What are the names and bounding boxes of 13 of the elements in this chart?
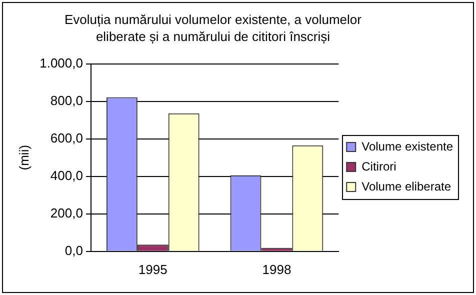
x-tick-label: 1995 — [138, 262, 168, 277]
y-tick-label: 1.000,0 — [40, 55, 83, 70]
y-axis-title: (mii) — [16, 144, 32, 170]
y-tick-label: 800,0 — [50, 92, 83, 108]
y-tick-label: 200,0 — [50, 205, 83, 220]
legend-label: Citirori — [362, 159, 396, 174]
legend-label: Volume eliberate — [362, 179, 452, 194]
legend-label: Volume existente — [362, 139, 454, 154]
x-tick-label: 1998 — [262, 262, 292, 277]
chart-title: Evoluția numărului volumelor existente, a volumelor eliberate și a numărului de cititori înscriși — [64, 11, 362, 45]
y-tick-label: 600,0 — [50, 130, 83, 146]
y-tick-label: 400,0 — [50, 168, 83, 183]
y-tick-label: 0,0 — [64, 242, 83, 258]
